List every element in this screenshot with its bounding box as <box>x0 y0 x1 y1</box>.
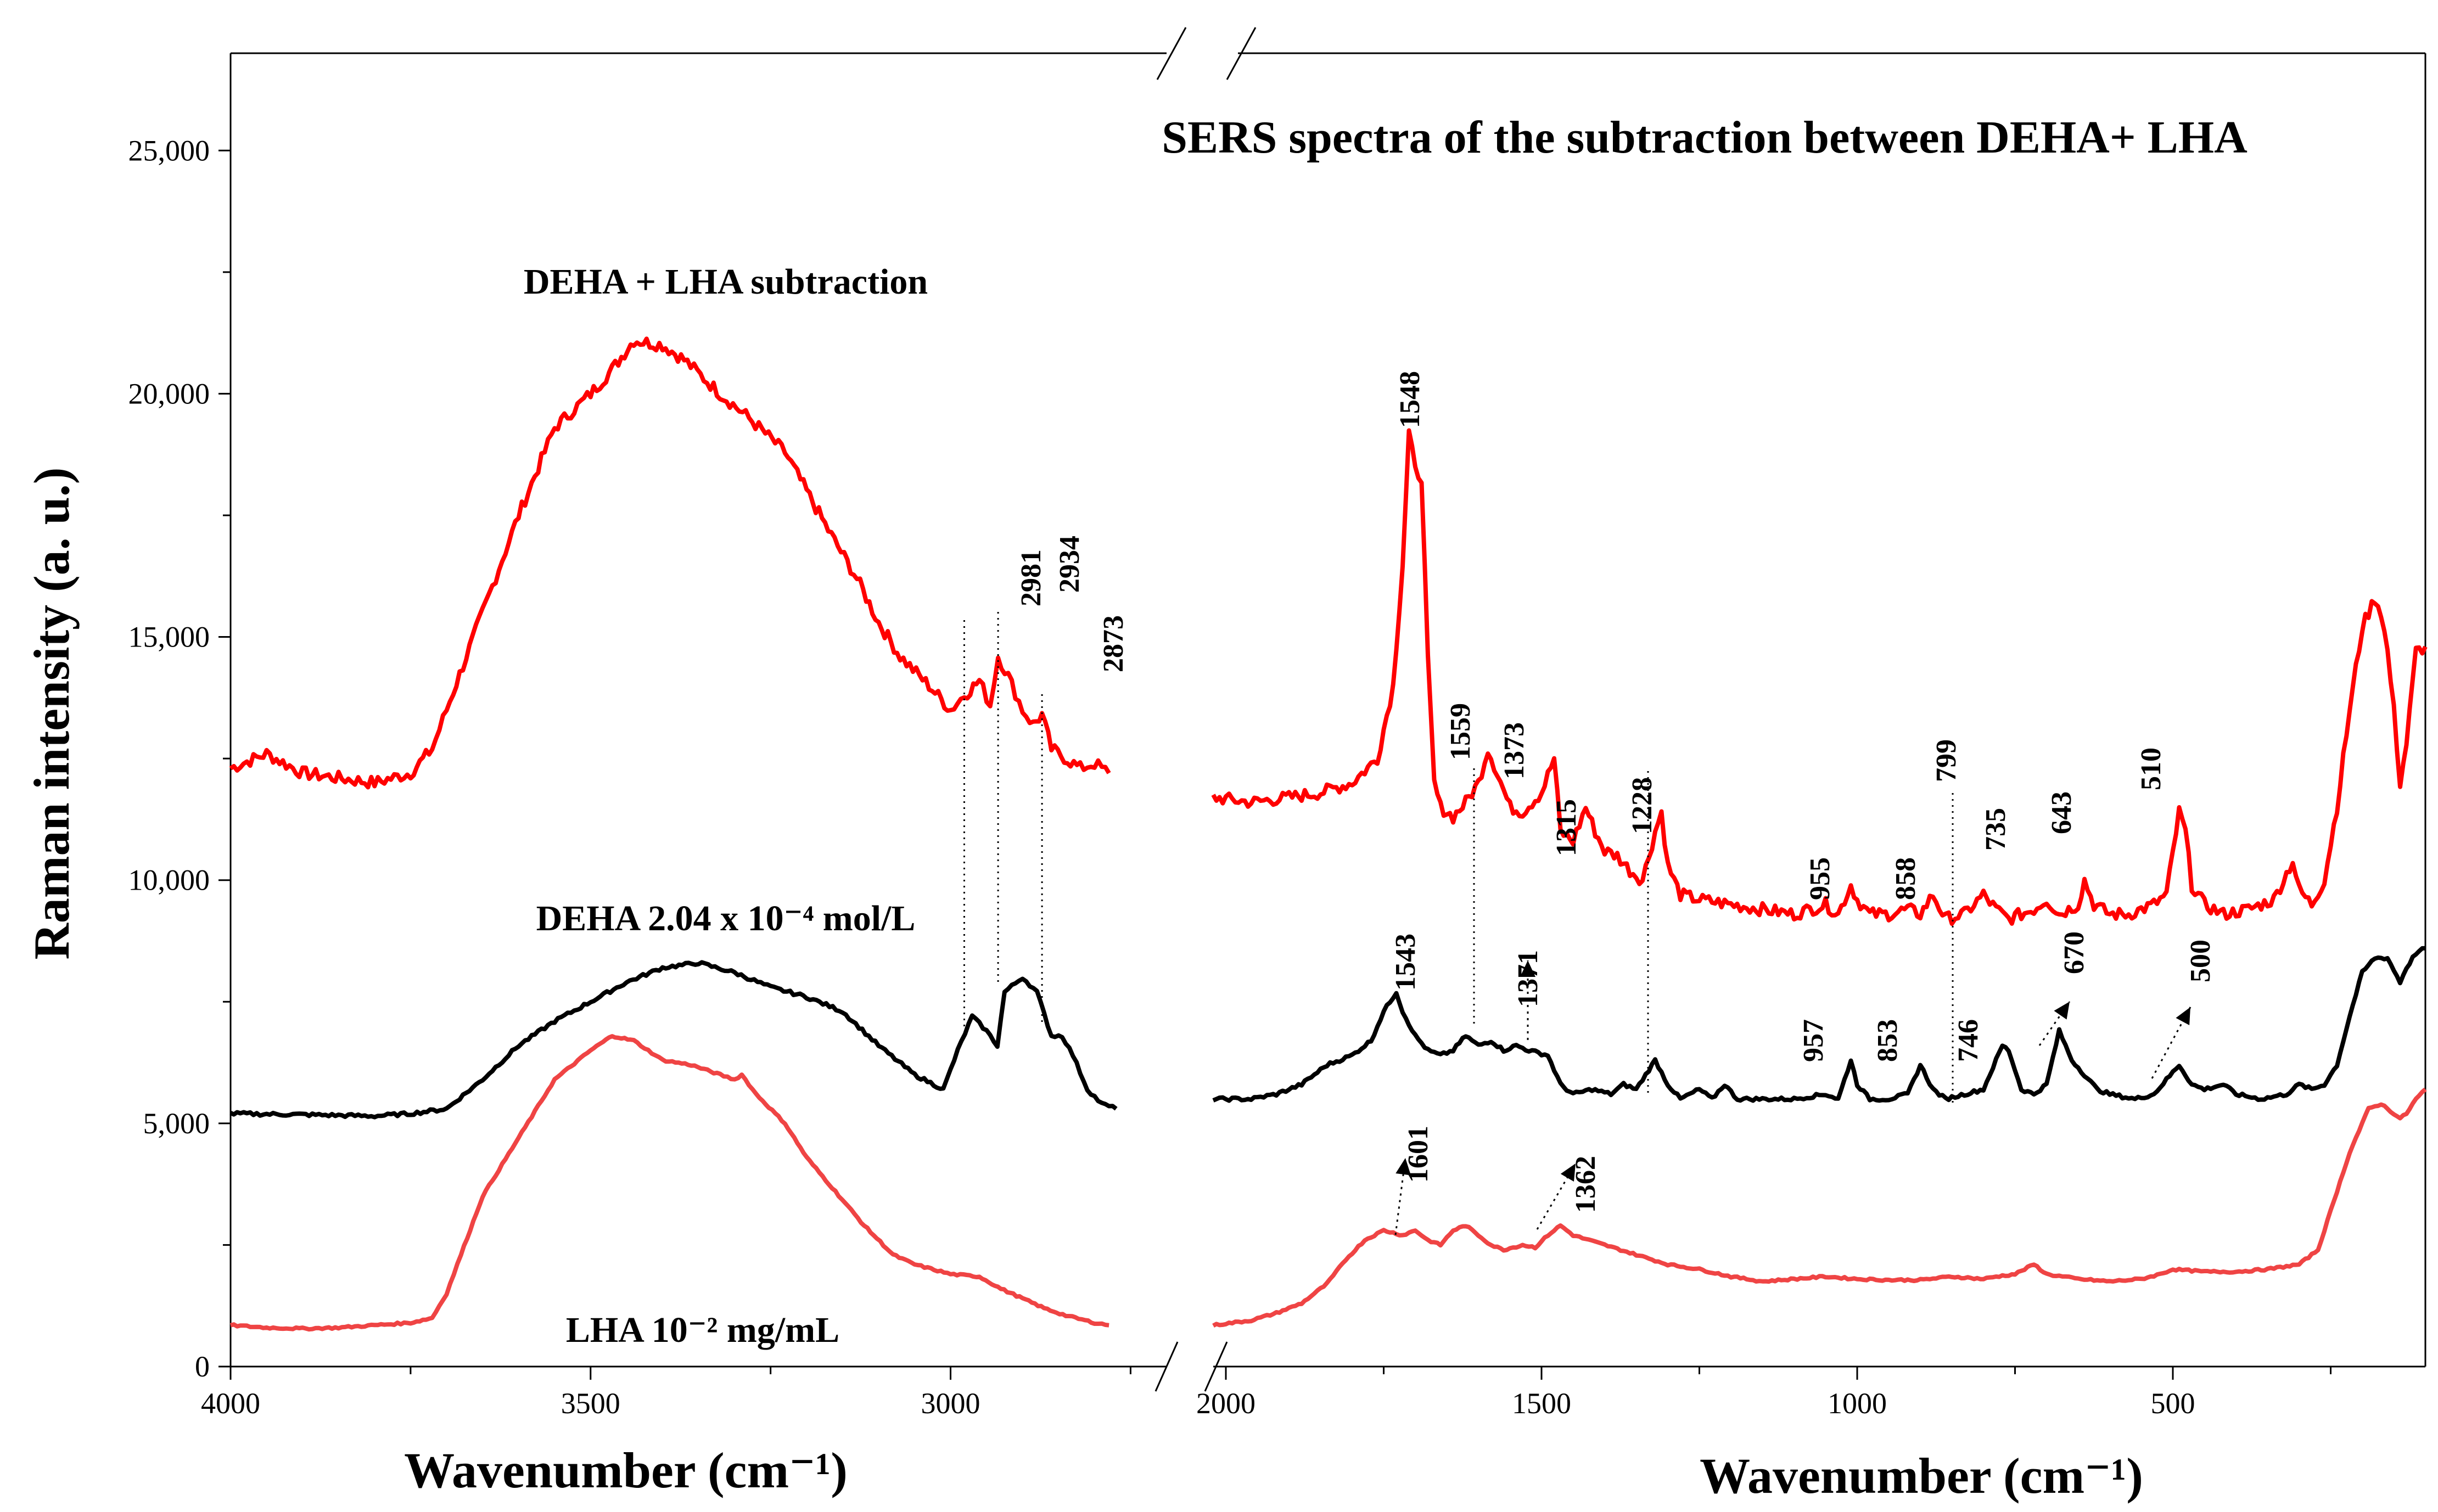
peak-label-1362: 1362 <box>1570 1156 1601 1213</box>
series-2-left-line <box>229 960 1118 1120</box>
series-2-right-line <box>1212 946 2426 1103</box>
series-label-2: DEHA 2.04 x 10⁻⁴ mol/L <box>536 898 916 938</box>
plot-frame: 0 5,000 10,000 15,000 20,000 25,000 4000 3500 30… <box>128 27 2426 1420</box>
y-tick-label: 5,000 <box>143 1107 210 1140</box>
y-axis-title: Raman intensity (a. u.) <box>24 467 80 959</box>
peak-label-510: 510 <box>2136 747 2167 790</box>
peak-arrow-head <box>1395 1158 1411 1176</box>
y-tick-label: 25,000 <box>128 134 210 167</box>
y-tick-label: 10,000 <box>128 864 210 897</box>
series-3-left-line <box>230 1034 1109 1332</box>
peak-label-746: 746 <box>1953 1019 1984 1062</box>
peak-label-853: 853 <box>1872 1019 1903 1062</box>
series-label-1: DEHA + LHA subtraction <box>524 262 928 302</box>
peak-arrow-head <box>1560 1163 1576 1182</box>
text-layer: 2981 2934 2873 1548 1559 1373 1315 1228 955 858 79… <box>24 112 2248 1504</box>
peak-label-858: 858 <box>1890 857 1921 900</box>
peak-label-2873: 2873 <box>1098 615 1129 672</box>
axis-break-mark <box>1226 27 1257 80</box>
peak-label-1315: 1315 <box>1551 799 1582 856</box>
peak-label-1371: 1371 <box>1512 950 1544 1007</box>
series-label-3: LHA 10⁻² mg/mL <box>566 1310 839 1350</box>
axis-break-mark <box>1154 1341 1179 1392</box>
peak-arrow-head <box>2054 1002 2070 1020</box>
peak-label-1373: 1373 <box>1499 722 1530 779</box>
peak-label-799: 799 <box>1931 739 1962 782</box>
peak-label-1548: 1548 <box>1394 371 1426 428</box>
peak-label-955: 955 <box>1804 857 1836 900</box>
peak-label-1559: 1559 <box>1445 703 1476 760</box>
peak-label-735: 735 <box>1980 808 2011 851</box>
peak-arrow-head <box>1520 960 1535 977</box>
series-1-left-line <box>229 336 1111 790</box>
peak-label-1543: 1543 <box>1390 934 1421 991</box>
peak-label-670: 670 <box>2059 931 2090 974</box>
axis-break-mark <box>1204 1341 1228 1392</box>
peak-label-1601: 1601 <box>1403 1126 1434 1183</box>
peak-label-1228: 1228 <box>1627 777 1658 834</box>
x-tick-label: 4000 <box>201 1387 260 1420</box>
peak-label-2981: 2981 <box>1016 549 1047 606</box>
x-tick-label: 2000 <box>1196 1387 1256 1420</box>
y-tick-label: 0 <box>195 1350 210 1383</box>
y-tick-label: 20,000 <box>128 377 210 410</box>
peak-label-500: 500 <box>2185 940 2216 982</box>
axis-break-mark <box>1156 27 1187 80</box>
series-layer <box>229 336 2428 1332</box>
y-tick-label: 15,000 <box>128 621 210 654</box>
x-tick-label: 1000 <box>1828 1387 1887 1420</box>
x-axis-title-left: Wavenumber (cm⁻¹) <box>404 1442 848 1498</box>
peak-arrow-head <box>2176 1007 2190 1026</box>
series-3-right-line <box>1212 1087 2427 1328</box>
peak-label-643: 643 <box>2046 791 2077 834</box>
peak-label-2934: 2934 <box>1054 536 1085 593</box>
x-tick-label: 1500 <box>1512 1387 1571 1420</box>
annotation-layer <box>963 612 2192 1235</box>
x-axis-title-right: Wavenumber (cm⁻¹) <box>1700 1448 2143 1504</box>
x-tick-label: 3000 <box>921 1387 980 1420</box>
x-tick-label: 3500 <box>561 1387 620 1420</box>
peak-arrow-line <box>2038 1001 2071 1046</box>
x-tick-label: 500 <box>2151 1387 2195 1420</box>
peak-label-957: 957 <box>1798 1019 1829 1062</box>
chart-title: SERS spectra of the subtraction between … <box>1162 112 2248 163</box>
series-1-right-line <box>1211 428 2428 926</box>
